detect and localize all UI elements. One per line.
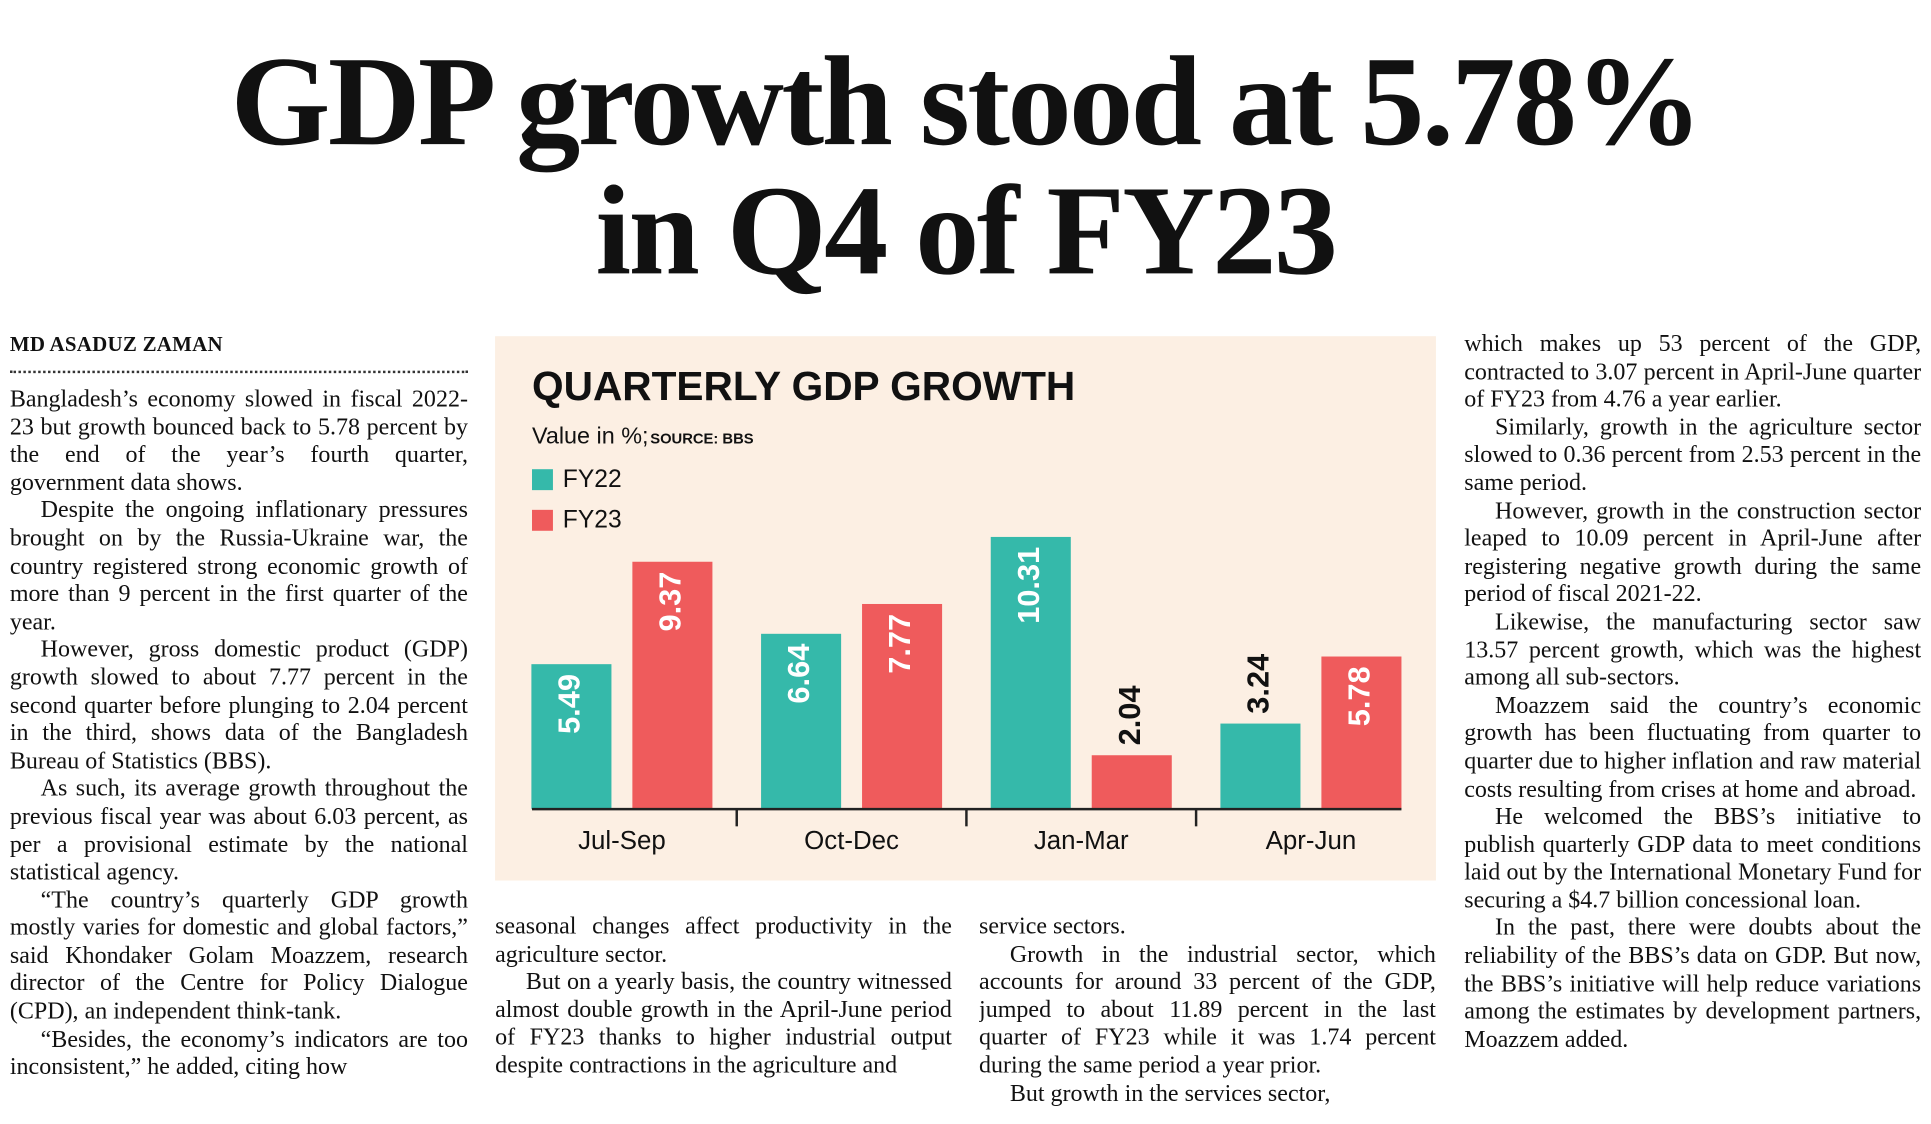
bar xyxy=(1321,656,1402,810)
chart-source: SOURCE: BBS xyxy=(650,432,754,448)
paragraph: However, gross domestic product (GDP) gr… xyxy=(9,637,468,775)
paragraph: Bangladesh’s economy slowed in fiscal 20… xyxy=(9,386,468,497)
paragraph: As such, its average growth throughout t… xyxy=(9,776,468,886)
x-tick-label: Apr-Jun xyxy=(1266,827,1357,855)
legend-label: FY22 xyxy=(563,466,622,493)
paragraph: But on a yearly basis, the country witne… xyxy=(495,969,952,1079)
chart-subtitle: Value in %; xyxy=(532,422,649,448)
x-tick-label: Oct-Dec xyxy=(804,827,899,855)
bar xyxy=(632,561,713,810)
value-label: 2.04 xyxy=(1112,686,1147,746)
bar xyxy=(990,536,1071,810)
value-label: 9.37 xyxy=(653,572,688,632)
x-tick-label: Jan-Mar xyxy=(1034,827,1129,855)
paragraph: However, growth in the construction sect… xyxy=(1464,498,1922,608)
value-label: 6.64 xyxy=(781,644,816,704)
bar xyxy=(862,603,943,810)
paragraph: In the past, there were doubts about the… xyxy=(1464,915,1922,1053)
paragraph: Despite the ongoing inflationary pressur… xyxy=(9,497,468,636)
legend-label: FY23 xyxy=(563,506,622,533)
x-tick-label: Jul-Sep xyxy=(578,827,666,855)
chart-title: QUARTERLY GDP GROWTH xyxy=(532,363,1075,409)
text-column: which makes up 53 percent of the GDP, co… xyxy=(1464,331,1921,1115)
bar xyxy=(1220,723,1301,810)
chart-panel: QUARTERLY GDP GROWTH Value in %; SOURCE:… xyxy=(495,336,1436,881)
value-label: 7.77 xyxy=(882,614,917,674)
value-label: 10.31 xyxy=(1011,547,1046,624)
paragraph: Moazzem said the country’s economic grow… xyxy=(1464,692,1922,803)
byline: MD ASADUZ ZAMAN xyxy=(9,332,223,356)
value-label: 5.49 xyxy=(552,674,587,734)
headline: GDP growth stood at 5.78% xyxy=(230,30,1703,173)
chart: QUARTERLY GDP GROWTH Value in %; SOURCE:… xyxy=(531,363,1402,855)
divider xyxy=(9,370,468,374)
paragraph: “The country’s quarterly GDP growth most… xyxy=(9,887,468,1025)
headline: in Q4 of FY23 xyxy=(595,160,1337,302)
paragraph: which makes up 53 percent of the GDP, co… xyxy=(1464,331,1922,413)
text-column: seasonal changes affect productivity in … xyxy=(495,914,952,1116)
text-column: service sectors. Growth in the industrial… xyxy=(979,914,1436,1116)
legend-swatch xyxy=(532,509,553,531)
paragraph: But growth in the services sector, xyxy=(1009,1080,1331,1107)
legend-swatch xyxy=(532,469,553,491)
paragraph: Likewise, the manufacturing sector saw 1… xyxy=(1464,609,1922,692)
text-column: Bangladesh’s economy slowed in fiscal 20… xyxy=(10,387,468,1116)
paragraph: Growth in the industrial sector, which a… xyxy=(979,941,1436,1079)
paragraph: Similarly, growth in the agriculture sec… xyxy=(1464,414,1922,497)
value-label: 3.24 xyxy=(1241,654,1276,714)
paragraph: “Besides, the economy’s indicators are t… xyxy=(9,1026,468,1081)
paragraph: seasonal changes affect productivity in … xyxy=(495,913,952,968)
bar xyxy=(761,633,842,810)
bar xyxy=(531,664,612,810)
bar xyxy=(1091,755,1172,810)
paragraph: He welcomed the BBS’s initiative to publ… xyxy=(1464,804,1922,914)
paragraph: service sectors. xyxy=(979,913,1126,940)
value-label: 5.78 xyxy=(1342,666,1377,726)
